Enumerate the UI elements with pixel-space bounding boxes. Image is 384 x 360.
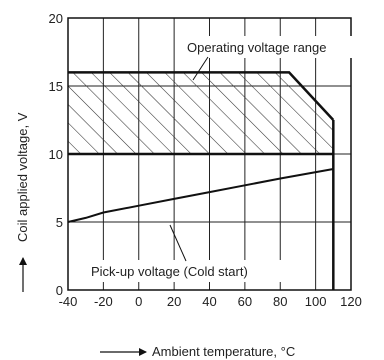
- operating-upper-boundary: [68, 71, 335, 121]
- tick-labels: -40 -20 0 20 40 60 80 100 120 0 5 10 15 20: [49, 11, 362, 309]
- y-axis-title-group: Coil applied voltage, V: [15, 112, 30, 292]
- plot-frame: [67, 17, 352, 291]
- operating-range-annotation: Operating voltage range: [184, 36, 358, 81]
- x-tick-label: -20: [94, 294, 113, 309]
- pickup-leader: [169, 224, 187, 262]
- x-tick-label: 20: [167, 294, 181, 309]
- operating-range-label-bg: [184, 36, 358, 58]
- y-tick-label: 10: [49, 147, 63, 162]
- operating-boundary: [68, 71, 335, 290]
- operating-range-label: Operating voltage range: [187, 40, 326, 55]
- y-tick-label: 5: [56, 215, 63, 230]
- pickup-label-bg: [88, 260, 290, 282]
- x-tick-label: 40: [202, 294, 216, 309]
- x-tick-label: -40: [59, 294, 78, 309]
- pickup-annotation: Pick-up voltage (Cold start): [88, 224, 290, 282]
- y-axis-title: Coil applied voltage, V: [15, 112, 30, 242]
- x-tick-label: 100: [305, 294, 327, 309]
- x-axis-title-group: Ambient temperature, °C: [100, 344, 295, 359]
- x-tick-label: 60: [238, 294, 252, 309]
- pick-up-voltage-line: [67, 168, 334, 223]
- x-axis-title: Ambient temperature, °C: [152, 344, 295, 359]
- x-tick-label: 120: [340, 294, 362, 309]
- y-tick-label: 20: [49, 11, 63, 26]
- x-tick-label: 80: [273, 294, 287, 309]
- operating-range-leader: [192, 56, 209, 81]
- pickup-label: Pick-up voltage (Cold start): [91, 264, 248, 279]
- y-tick-label: 0: [56, 283, 63, 298]
- operating-voltage-range-area: [68, 72, 334, 154]
- y-tick-label: 15: [49, 79, 63, 94]
- x-tick-label: 0: [135, 294, 142, 309]
